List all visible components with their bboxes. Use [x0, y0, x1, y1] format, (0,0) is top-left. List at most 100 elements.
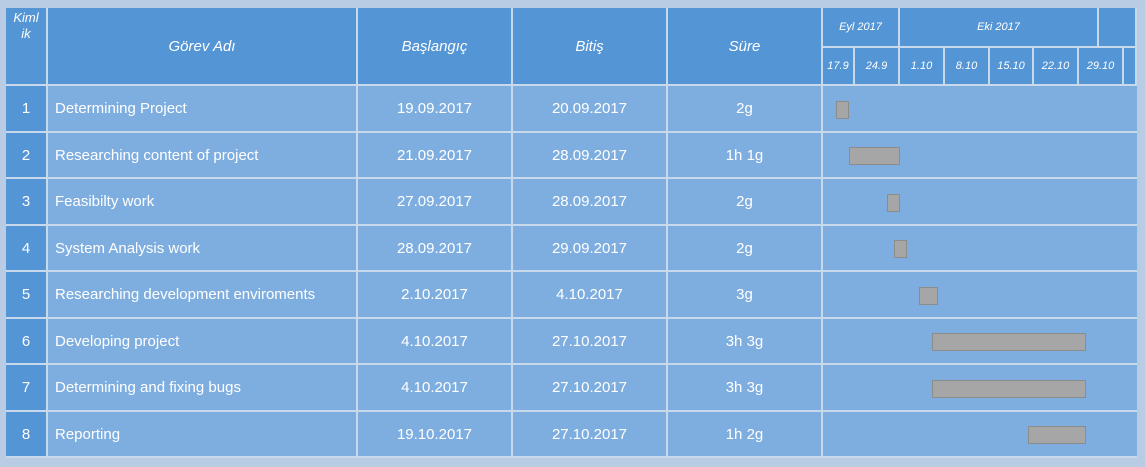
task-start-cell-text: 28.09.2017 — [396, 239, 473, 257]
gantt-bar[interactable] — [932, 333, 1086, 351]
header-start[interactable]: Başlangıç — [358, 8, 513, 86]
gantt-bar[interactable] — [894, 240, 907, 258]
task-duration-cell[interactable]: 1h 2g — [668, 412, 823, 458]
task-start-cell[interactable]: 27.09.2017 — [358, 179, 513, 226]
task-duration-cell-text: 2g — [736, 100, 753, 117]
task-name-cell[interactable]: System Analysis work — [48, 226, 358, 272]
task-name-cell[interactable]: Feasibilty work — [48, 179, 358, 226]
task-id-cell[interactable]: 1 — [6, 86, 48, 133]
task-start-cell-text: 4.10.2017 — [401, 332, 468, 350]
task-id-cell[interactable]: 2 — [6, 133, 48, 179]
header-id-label: Kimlik — [13, 10, 39, 41]
task-duration-cell-text: 2g — [736, 239, 753, 257]
timescale-week: 1.10 — [900, 48, 945, 86]
task-start-cell[interactable]: 28.09.2017 — [358, 226, 513, 272]
task-name-cell[interactable]: Determining Project — [48, 86, 358, 133]
timescale-month-oct: Eki 2017 — [900, 8, 1099, 48]
gantt-bar[interactable] — [1028, 426, 1086, 444]
task-end-cell-text: 28.09.2017 — [551, 193, 628, 210]
task-name-cell-text: Reporting — [55, 425, 121, 443]
task-duration-cell-text: 3g — [736, 286, 753, 303]
timescale-week-label: 1.10 — [910, 60, 933, 72]
gantt-bar[interactable] — [836, 101, 849, 119]
gantt-bar[interactable] — [932, 380, 1086, 398]
gantt-bar[interactable] — [887, 194, 900, 212]
task-name-cell-text: Researching development enviroments — [55, 286, 316, 303]
task-name-cell[interactable]: Determining and fixing bugs — [48, 365, 358, 412]
task-start-cell[interactable]: 19.09.2017 — [358, 86, 513, 133]
task-duration-cell[interactable]: 2g — [668, 226, 823, 272]
task-start-cell[interactable]: 2.10.2017 — [358, 272, 513, 319]
task-end-cell[interactable]: 27.10.2017 — [513, 412, 668, 458]
task-duration-cell-text: 3h 3g — [725, 379, 764, 396]
timescale-month-oct-label: Eki 2017 — [977, 21, 1020, 33]
task-id-cell-text: 8 — [21, 425, 31, 443]
task-end-cell[interactable]: 27.10.2017 — [513, 319, 668, 365]
header-task-name-label: Görev Adı — [168, 37, 236, 55]
timescale-week-label: 8.10 — [955, 60, 978, 72]
task-duration-cell[interactable]: 3h 3g — [668, 319, 823, 365]
timescale-week: 17.9 — [823, 48, 855, 86]
gantt-row — [823, 179, 1137, 226]
task-start-cell-text: 19.10.2017 — [396, 425, 473, 443]
task-start-cell[interactable]: 4.10.2017 — [358, 319, 513, 365]
header-id[interactable]: Kimlik — [6, 8, 48, 86]
task-id-cell-text: 5 — [21, 286, 31, 303]
task-id-cell-text: 4 — [21, 239, 31, 257]
header-end[interactable]: Bitiş — [513, 8, 668, 86]
task-duration-cell[interactable]: 2g — [668, 179, 823, 226]
task-start-cell-text: 27.09.2017 — [396, 193, 473, 210]
task-duration-cell[interactable]: 3h 3g — [668, 365, 823, 412]
header-duration[interactable]: Süre — [668, 8, 823, 86]
task-id-cell[interactable]: 3 — [6, 179, 48, 226]
header-duration-label: Süre — [728, 37, 761, 55]
timescale-week: 8.10 — [945, 48, 990, 86]
task-end-cell[interactable]: 20.09.2017 — [513, 86, 668, 133]
timescale-week-label: 15.10 — [997, 60, 1025, 72]
task-name-cell[interactable]: Reporting — [48, 412, 358, 458]
task-duration-cell[interactable]: 1h 1g — [668, 133, 823, 179]
gantt-bar[interactable] — [919, 287, 938, 305]
task-id-cell-text: 3 — [21, 193, 31, 210]
task-name-cell-text: System Analysis work — [55, 239, 201, 257]
task-end-cell[interactable]: 28.09.2017 — [513, 133, 668, 179]
gantt-row — [823, 412, 1137, 458]
task-name-cell[interactable]: Researching development enviroments — [48, 272, 358, 319]
task-id-cell[interactable]: 6 — [6, 319, 48, 365]
task-name-cell[interactable]: Researching content of project — [48, 133, 358, 179]
gantt-row — [823, 272, 1137, 319]
task-end-cell[interactable]: 28.09.2017 — [513, 179, 668, 226]
header-task-name[interactable]: Görev Adı — [48, 8, 358, 86]
timescale-month-sep: Eyl 2017 — [823, 8, 900, 48]
task-end-cell[interactable]: 27.10.2017 — [513, 365, 668, 412]
timescale-month-sep-label: Eyl 2017 — [839, 21, 882, 33]
task-id-cell[interactable]: 7 — [6, 365, 48, 412]
task-id-cell[interactable]: 5 — [6, 272, 48, 319]
timescale-week: 15.10 — [990, 48, 1034, 86]
task-end-cell[interactable]: 29.09.2017 — [513, 226, 668, 272]
task-start-cell[interactable]: 21.09.2017 — [358, 133, 513, 179]
gantt-bar[interactable] — [849, 147, 900, 165]
task-end-cell-text: 4.10.2017 — [556, 286, 623, 303]
task-duration-cell[interactable]: 2g — [668, 86, 823, 133]
timescale-week: 29.10 — [1079, 48, 1124, 86]
task-name-cell[interactable]: Developing project — [48, 319, 358, 365]
timescale-week-label: 29.10 — [1086, 60, 1115, 72]
task-id-cell[interactable]: 4 — [6, 226, 48, 272]
gantt-row — [823, 86, 1137, 133]
task-duration-cell[interactable]: 3g — [668, 272, 823, 319]
task-id-cell[interactable]: 8 — [6, 412, 48, 458]
task-start-cell-text: 21.09.2017 — [396, 146, 473, 164]
task-end-cell[interactable]: 4.10.2017 — [513, 272, 668, 319]
header-end-label: Bitiş — [575, 37, 604, 55]
task-end-cell-text: 28.09.2017 — [551, 146, 628, 164]
task-start-cell[interactable]: 4.10.2017 — [358, 365, 513, 412]
task-duration-cell-text: 2g — [736, 193, 753, 210]
task-duration-cell-text: 1h 1g — [725, 146, 764, 164]
task-end-cell-text: 27.10.2017 — [551, 332, 628, 350]
task-start-cell[interactable]: 19.10.2017 — [358, 412, 513, 458]
header-start-label: Başlangıç — [401, 37, 468, 55]
timescale-week-label: 22.10 — [1041, 60, 1070, 72]
task-duration-cell-text: 3h 3g — [725, 332, 764, 350]
